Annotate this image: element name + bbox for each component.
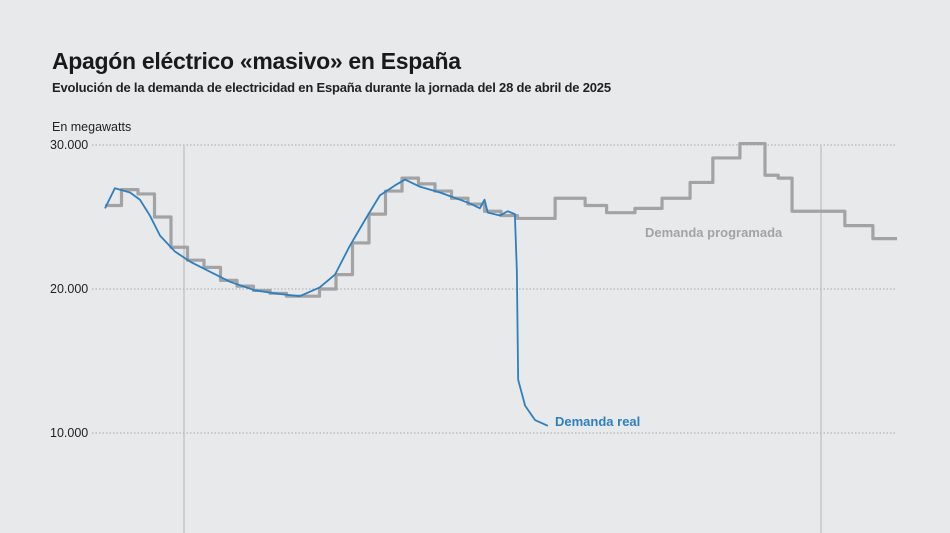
series-label-programada: Demanda programada: [645, 225, 783, 240]
y-tick-label: 10.000: [50, 426, 88, 440]
chart-title: Apagón eléctrico «masivo» en España: [52, 48, 461, 74]
y-tick-label: 30.000: [50, 138, 88, 152]
y-axis-label: En megawatts: [52, 120, 131, 134]
series-line-demanda-programada: [105, 141, 897, 298]
series-label-real: Demanda real: [555, 414, 640, 429]
series-line-demanda-real: [104, 178, 549, 427]
chart-subtitle: Evolución de la demanda de electricidad …: [52, 80, 611, 95]
y-tick-label: 20.000: [50, 282, 88, 296]
